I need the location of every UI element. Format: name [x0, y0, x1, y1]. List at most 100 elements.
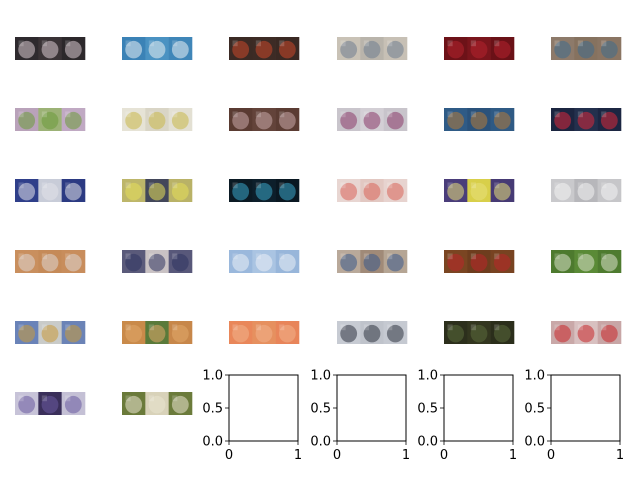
thumbnail-highlight [447, 111, 453, 118]
thumbnail-highlight [232, 182, 238, 189]
thumbnail-object [148, 253, 166, 272]
thumbnail-object [41, 111, 59, 130]
thumbnail-object [554, 324, 572, 343]
thumbnail-highlight [601, 182, 607, 189]
thumbnail-highlight [65, 111, 71, 118]
thumbnail-highlight [363, 111, 369, 118]
thumbnail-highlight [255, 111, 261, 118]
thumbnail-object [447, 111, 465, 130]
image-thumbnail [444, 250, 515, 273]
thumbnail-highlight [387, 253, 393, 260]
thumbnail-highlight [172, 253, 178, 260]
empty-axes: 0.0 0.5 1.0 0 1 [417, 369, 517, 464]
thumbnail-highlight [65, 182, 71, 189]
thumbnail-object [18, 40, 36, 59]
axes-frame [336, 374, 407, 442]
thumbnail-object [600, 253, 618, 272]
thumbnail-highlight [255, 40, 261, 47]
thumbnail-highlight [172, 40, 178, 47]
thumbnail-object [148, 111, 166, 130]
thumbnail-highlight [148, 40, 154, 47]
thumbnail-object [447, 324, 465, 343]
empty-axes-group: 0.0 0.5 1.0 0 1 0.0 0.5 1.0 0 1 0.0 0.5 1.0 0 1 0.0 0.5 1… [202, 369, 624, 464]
thumbnail-object [171, 40, 189, 59]
thumbnail-highlight [18, 253, 24, 260]
y-tick-label: 0.5 [417, 402, 438, 417]
thumbnail-highlight [125, 395, 131, 402]
y-tick-label: 0.5 [202, 402, 223, 417]
image-thumbnail [444, 179, 515, 202]
thumbnail-object [148, 182, 166, 201]
thumbnail-object [470, 111, 488, 130]
thumbnail-object [470, 324, 488, 343]
thumbnail-object [171, 395, 189, 414]
thumbnail-object [64, 324, 82, 343]
thumbnail-object [600, 40, 618, 59]
image-thumbnail [337, 321, 408, 344]
thumbnail-highlight [279, 182, 285, 189]
thumbnail-highlight [554, 253, 560, 260]
thumbnail-object [255, 111, 273, 130]
thumbnail-object [255, 40, 273, 59]
thumbnail-object [340, 253, 358, 272]
thumbnail-object [232, 253, 250, 272]
image-thumbnail [551, 108, 622, 131]
image-thumbnail [337, 250, 408, 273]
thumbnail-object [41, 182, 59, 201]
thumbnail-object [278, 253, 296, 272]
thumbnail-highlight [148, 253, 154, 260]
thumbnail-highlight [387, 111, 393, 118]
thumbnail-object [255, 253, 273, 272]
thumbnail-highlight [601, 253, 607, 260]
thumbnail-object [278, 40, 296, 59]
image-thumbnail [229, 108, 300, 131]
image-thumbnail [444, 37, 515, 60]
thumbnail-highlight [255, 324, 261, 331]
thumbnail-highlight [232, 111, 238, 118]
thumbnail-highlight [279, 111, 285, 118]
thumbnail-object [493, 40, 511, 59]
thumbnail-highlight [363, 324, 369, 331]
thumbnail-object [64, 253, 82, 272]
thumbnail-highlight [255, 253, 261, 260]
thumbnail-object [386, 40, 404, 59]
thumbnail-highlight [172, 182, 178, 189]
y-tick-label: 1.0 [524, 369, 545, 384]
thumbnail-highlight [125, 253, 131, 260]
thumbnail-highlight [65, 40, 71, 47]
image-thumbnail [15, 321, 86, 344]
thumbnail-object [64, 182, 82, 201]
thumbnail-object [125, 324, 143, 343]
thumbnail-object [18, 182, 36, 201]
thumbnail-object [41, 395, 59, 414]
thumbnail-highlight [363, 40, 369, 47]
thumbnail-object [493, 182, 511, 201]
thumbnail-object [493, 111, 511, 130]
thumbnail-highlight [172, 395, 178, 402]
thumbnail-object [232, 324, 250, 343]
thumbnail-highlight [340, 324, 346, 331]
image-thumbnail [229, 37, 300, 60]
thumbnail-highlight [494, 182, 500, 189]
image-thumbnail [444, 321, 515, 344]
thumbnail-object [363, 182, 381, 201]
thumbnail-object [447, 40, 465, 59]
thumbnail-highlight [125, 182, 131, 189]
y-tick-label: 0.0 [417, 435, 438, 450]
thumbnail-highlight [148, 182, 154, 189]
thumbnail-highlight [340, 182, 346, 189]
thumbnail-object [171, 253, 189, 272]
y-tick-label: 0.0 [310, 435, 331, 450]
x-tick-label: 1 [616, 448, 624, 463]
thumbnail-object [64, 395, 82, 414]
thumbnail-highlight [601, 324, 607, 331]
thumbnail-highlight [554, 324, 560, 331]
thumbnail-highlight [41, 182, 47, 189]
thumbnail-highlight [18, 182, 24, 189]
image-thumbnail [337, 108, 408, 131]
thumbnail-highlight [363, 182, 369, 189]
thumbnail-highlight [279, 324, 285, 331]
thumbnail-highlight [494, 40, 500, 47]
thumbnail-object [278, 182, 296, 201]
thumbnail-object [148, 395, 166, 414]
